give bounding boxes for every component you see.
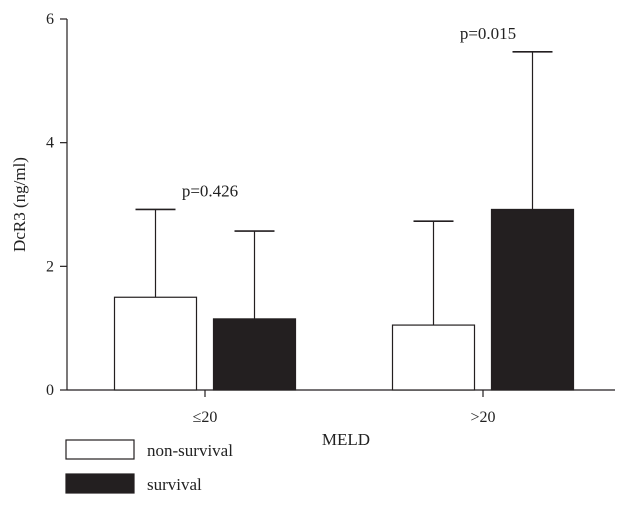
legend-swatch-non-survival [65, 439, 135, 460]
x-axis: ≤20 >20 [67, 389, 615, 426]
annotations: p=0.426 p=0.015 [182, 24, 516, 201]
legend-swatch-survival [65, 473, 135, 494]
error-bars [135, 50, 553, 326]
p-value-annotation: p=0.426 [182, 181, 238, 200]
y-tick-label: 0 [46, 382, 54, 399]
y-axis: 0 2 4 6 [46, 11, 68, 399]
bar-non-survival [391, 324, 476, 391]
legend: non-survival survival [65, 439, 233, 494]
legend-label: survival [147, 475, 202, 494]
y-tick-label: 6 [46, 11, 54, 28]
y-axis-title: DcR3 (ng/ml) [10, 157, 29, 252]
y-tick-label: 2 [46, 258, 54, 275]
x-tick-label: ≤20 [193, 409, 218, 426]
bars [113, 208, 575, 391]
legend-label: non-survival [147, 441, 233, 460]
x-tick-label: >20 [470, 409, 495, 426]
bar-survival [212, 318, 297, 391]
x-axis-title: MELD [322, 430, 370, 449]
bar-survival [490, 208, 575, 391]
p-value-annotation: p=0.015 [460, 24, 516, 43]
y-tick-label: 4 [46, 135, 54, 152]
bar-non-survival [113, 296, 198, 391]
